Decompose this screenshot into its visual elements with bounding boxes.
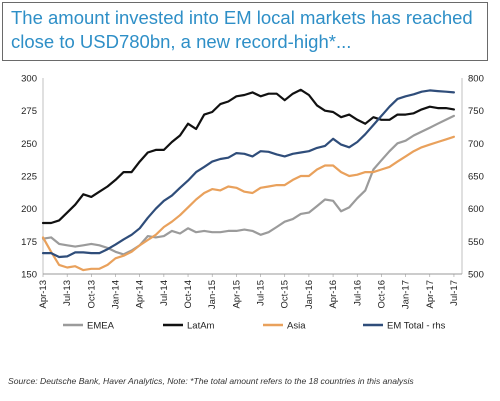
title-box: The amount invested into EM local market… <box>2 2 488 61</box>
left-tick-label: 200 <box>21 204 37 215</box>
legend-label: LatAm <box>187 321 215 332</box>
left-tick-label: 275 <box>21 106 37 117</box>
chart-axes: 150 175 200 225 250 275 300 500 550 600 650 700 750 8… <box>21 74 484 281</box>
series-line-asia <box>41 135 455 272</box>
x-tick-label: Jul-14 <box>159 280 170 306</box>
x-tick-label: Oct-16 <box>376 280 387 309</box>
x-tick-label: Jan-17 <box>401 280 412 309</box>
left-tick-label: 175 <box>21 237 37 248</box>
x-tick-label: Oct-13 <box>86 280 97 309</box>
chart-lines <box>41 88 455 272</box>
left-tick-label: 150 <box>21 270 37 281</box>
x-tick-label: Apr-13 <box>38 280 49 309</box>
x-tick-label: Apr-17 <box>425 280 436 309</box>
x-tick-label: Jul-13 <box>62 280 73 306</box>
x-tick-label: Oct-15 <box>280 280 291 309</box>
left-tick-label: 225 <box>21 172 37 183</box>
x-tick-label: Jan-14 <box>111 280 122 309</box>
series-line-em-total-rhs <box>41 89 455 259</box>
x-tick-label: Jul-16 <box>352 280 363 306</box>
x-tick-label: Apr-14 <box>135 280 146 309</box>
source-note: Source: Deutsche Bank, Haver Analytics, … <box>8 376 414 386</box>
right-tick-label: 800 <box>468 74 484 85</box>
x-tick-labels: Apr-13 Jul-13 Oct-13 Jan-14 Apr-14 Jul-14 Oct-… <box>38 274 460 309</box>
right-tick-label: 500 <box>468 270 484 281</box>
right-tick-label: 550 <box>468 237 484 248</box>
chart-title: The amount invested into EM local market… <box>11 7 473 52</box>
right-tick-label: 750 <box>468 106 484 117</box>
right-tick-label: 650 <box>468 172 484 183</box>
x-tick-label: Oct-14 <box>183 280 194 309</box>
series-line-latam <box>41 88 455 225</box>
legend-label: EM Total - rhs <box>387 321 446 332</box>
legend: EMEA LatAm Asia EM Total - rhs <box>63 321 446 332</box>
x-tick-label: Apr-15 <box>231 280 242 309</box>
legend-label: EMEA <box>87 321 115 332</box>
left-tick-label: 300 <box>21 74 37 85</box>
x-tick-label: Jan-16 <box>304 280 315 309</box>
x-tick-label: Jan-15 <box>207 280 218 309</box>
x-tick-label: Jul-17 <box>449 280 460 306</box>
legend-label: Asia <box>287 321 306 332</box>
series-line-emea <box>41 114 455 256</box>
right-tick-label: 600 <box>468 204 484 215</box>
right-tick-label: 700 <box>468 139 484 150</box>
left-tick-label: 250 <box>21 139 37 150</box>
x-tick-label: Apr-16 <box>328 280 339 309</box>
x-tick-label: Jul-15 <box>256 280 267 306</box>
